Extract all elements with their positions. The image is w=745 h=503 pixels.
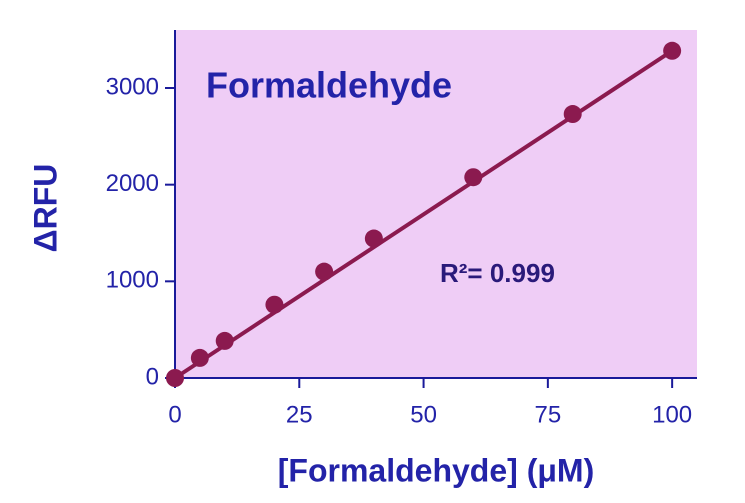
- y-tick-label: 3000: [106, 73, 159, 100]
- y-tick-label: 0: [146, 363, 159, 390]
- data-point: [663, 41, 682, 60]
- data-point: [315, 262, 334, 281]
- y-tick-label: 1000: [106, 267, 159, 294]
- x-tick-label: 25: [286, 401, 313, 428]
- x-tick-label: 100: [652, 401, 692, 428]
- data-point: [215, 331, 234, 350]
- x-tick-label: 50: [410, 401, 437, 428]
- x-tick-label: 75: [535, 401, 562, 428]
- chart-title: Formaldehyde: [206, 65, 452, 106]
- x-tick-label: 0: [168, 401, 181, 428]
- data-point: [166, 369, 184, 387]
- x-axis-label: [Formaldehyde] (μM): [278, 452, 594, 488]
- data-point: [190, 348, 209, 367]
- y-tick-label: 2000: [106, 170, 159, 197]
- data-point: [265, 295, 284, 314]
- annotation: R²= 0.999: [440, 258, 555, 288]
- data-point: [563, 105, 582, 124]
- y-axis-label: ΔRFU: [27, 164, 63, 253]
- data-point: [364, 229, 383, 248]
- data-point: [464, 168, 483, 187]
- fit-line: [173, 49, 674, 380]
